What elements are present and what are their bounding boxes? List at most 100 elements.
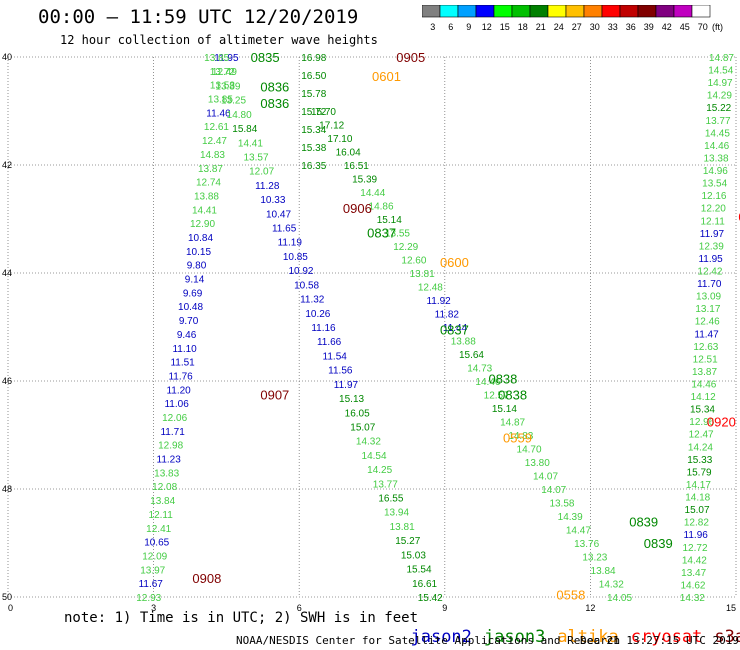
wave-height-value: 13.47: [681, 568, 706, 579]
y-tick-label: 46: [2, 376, 12, 386]
wave-height-value: 12.06: [162, 413, 187, 424]
wave-height-value: 14.05: [607, 593, 632, 604]
wave-height-value: 12.46: [695, 317, 720, 328]
wave-height-value: 12.51: [693, 354, 718, 365]
wave-height-value: 14.80: [227, 110, 252, 121]
wave-height-value: 15.54: [406, 565, 431, 576]
wave-height-value: 12.47: [689, 430, 714, 441]
pass-time-label: 0838: [498, 388, 527, 403]
wave-height-value: 12.11: [149, 510, 174, 521]
wave-height-value: 15.33: [687, 455, 712, 466]
wave-height-value: 11.56: [328, 366, 353, 377]
wave-height-value: 14.32: [599, 580, 624, 591]
wave-height-value: 13.84: [150, 496, 175, 507]
wave-height-value: 12.42: [697, 266, 722, 277]
wave-height-value: 11.92: [426, 296, 451, 307]
wave-height-value: 11.96: [684, 530, 709, 541]
wave-height-value: 11.82: [435, 310, 460, 321]
wave-height-value: 12.61: [204, 122, 229, 133]
wave-height-value: 16.61: [412, 579, 437, 590]
wave-height-value: 12.74: [196, 178, 221, 189]
wave-height-value: 14.39: [558, 512, 583, 523]
credit-line: NOAA/NESDIS Center for Satellite Applica…: [236, 634, 620, 647]
wave-height-value: 11.95: [698, 254, 723, 265]
wave-height-value: 13.17: [695, 304, 720, 315]
wave-height-value: 12.48: [418, 283, 443, 294]
pass-time-label: 0559: [503, 431, 532, 446]
pass-time-label: 0835: [251, 50, 280, 65]
generated-timestamp: Dec 21 13:27:15 UTC 2019: [580, 634, 739, 647]
wave-height-value: 15.38: [301, 143, 326, 154]
wave-height-value: 14.42: [682, 555, 707, 566]
wave-height-value: 13.87: [692, 367, 717, 378]
wave-height-value: 13.94: [384, 508, 409, 519]
wave-height-value: 10.85: [283, 252, 308, 263]
wave-height-value: 14.87: [500, 418, 525, 429]
wave-height-value: 11.71: [160, 427, 185, 438]
wave-height-value: 13.80: [525, 458, 550, 469]
pass-time-label: 0907: [260, 388, 289, 403]
wave-height-value: 15.64: [459, 350, 484, 361]
wave-height-value: 11.47: [694, 329, 719, 340]
wave-height-value: 13.76: [574, 539, 599, 550]
wave-height-value: 11.65: [272, 224, 297, 235]
wave-height-value: 11.76: [168, 371, 193, 382]
wave-height-value: 15.14: [377, 215, 402, 226]
pass-time-label: 0601: [372, 69, 401, 84]
wave-height-value: 14.17: [686, 480, 711, 491]
wave-height-value: 13.85: [204, 53, 229, 64]
wave-height-value: 12.93: [136, 593, 161, 604]
wave-height-value: 17.10: [327, 134, 352, 145]
wave-height-value: 14.46: [704, 141, 729, 152]
wave-height-value: 14.70: [517, 445, 542, 456]
wave-height-value: 11.10: [172, 344, 197, 355]
wave-height-value: 12.20: [701, 204, 726, 215]
wave-height-value: 15.27: [395, 536, 420, 547]
wave-height-value: 13.09: [696, 292, 721, 303]
wave-height-value: 14.47: [566, 526, 591, 537]
wave-height-value: 15.84: [232, 124, 257, 135]
wave-height-value: 16.35: [301, 161, 326, 172]
wave-height-value: 13.58: [549, 499, 574, 510]
wave-height-value: 12.11: [700, 216, 725, 227]
wave-height-value: 16.05: [345, 408, 370, 419]
pass-time-label: 0600: [440, 255, 469, 270]
wave-height-value: 10.47: [266, 209, 291, 220]
wave-height-value: 10.33: [260, 195, 285, 206]
wave-height-value: 13.83: [154, 468, 179, 479]
wave-height-value: 9.14: [185, 275, 205, 286]
wave-height-value: 13.25: [221, 96, 246, 107]
wave-height-value: 12.07: [249, 167, 274, 178]
wave-height-value: 14.44: [360, 188, 385, 199]
pass-time-label: 0906: [343, 201, 372, 216]
wave-height-value: 14.07: [541, 485, 566, 496]
wave-height-value: 16.04: [336, 148, 361, 159]
wave-height-value: 15.13: [339, 394, 364, 405]
wave-height-value: 12.82: [684, 518, 709, 529]
wave-height-value: 15.70: [311, 107, 336, 118]
wave-height-value: 11.19: [278, 238, 303, 249]
wave-height-value: 12.29: [393, 242, 418, 253]
wave-height-value: 12.47: [202, 136, 227, 147]
y-tick-label: 50: [2, 592, 12, 602]
wave-height-value: 14.32: [356, 437, 381, 448]
wave-height-value: 11.06: [164, 399, 189, 410]
wave-height-value: 14.07: [533, 472, 558, 483]
wave-height-value: 16.50: [301, 71, 326, 82]
wave-height-value: 11.51: [170, 358, 195, 369]
wave-height-value: 9.46: [177, 330, 197, 341]
wave-height-value: 10.65: [144, 538, 169, 549]
wave-height-value: 13.81: [410, 269, 435, 280]
wave-height-value: 14.83: [200, 150, 225, 161]
wave-height-value: 14.41: [238, 138, 263, 149]
y-tick-label: 40: [2, 52, 12, 62]
wave-height-value: 15.07: [685, 505, 710, 516]
wave-height-value: 13.54: [702, 179, 727, 190]
wave-height-value: 10.84: [188, 233, 213, 244]
wave-height-value: 12.90: [190, 219, 215, 230]
wave-height-value: 11.70: [697, 279, 722, 290]
wave-height-value: 14.45: [705, 128, 730, 139]
wave-height-value: 15.03: [401, 550, 426, 561]
wave-height-value: 16.55: [378, 494, 403, 505]
pass-time-label: 0836: [260, 96, 289, 111]
